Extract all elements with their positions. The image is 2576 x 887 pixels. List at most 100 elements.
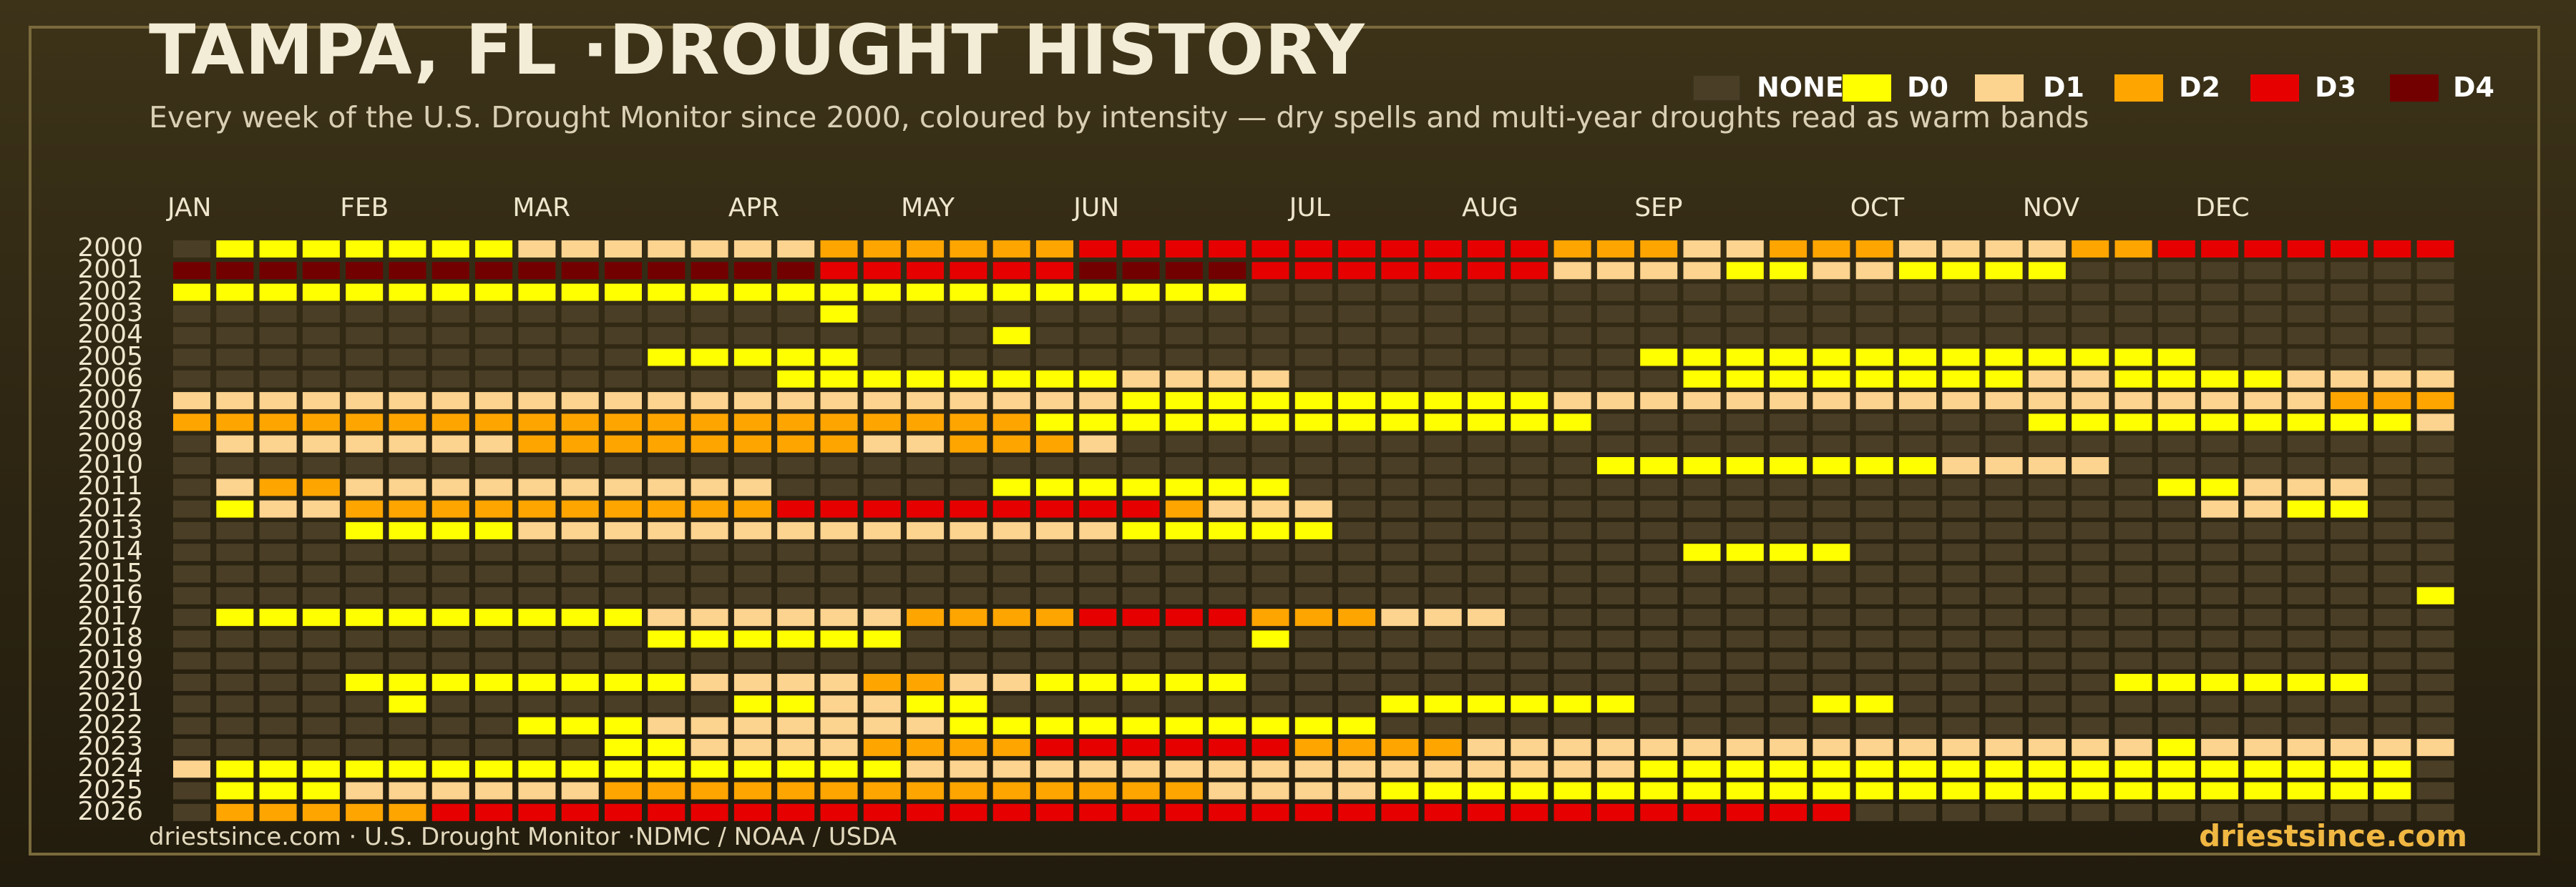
cell-2015-w29 bbox=[1381, 565, 1419, 583]
cell-2018-w9 bbox=[518, 630, 556, 648]
year-label-2002: 2002 bbox=[77, 276, 143, 306]
cell-2021-w27 bbox=[1294, 695, 1332, 713]
cell-2017-w45 bbox=[2072, 609, 2109, 627]
cell-2024-w29 bbox=[1381, 760, 1419, 778]
brand-link[interactable]: driestsince.com bbox=[2199, 818, 2467, 853]
cell-2016-w13 bbox=[691, 587, 728, 604]
cell-2011-w33 bbox=[1553, 479, 1591, 496]
cell-2013-w40 bbox=[1855, 521, 1893, 539]
cell-2026-w10 bbox=[561, 803, 599, 821]
cell-2023-w23 bbox=[1122, 738, 1160, 756]
cell-2014-w40 bbox=[1855, 544, 1893, 562]
cell-2007-w11 bbox=[605, 392, 642, 410]
cell-2026-w51 bbox=[2331, 803, 2368, 821]
cell-2016-w12 bbox=[648, 587, 686, 604]
cell-2003-w53 bbox=[2416, 305, 2454, 323]
cell-2005-w9 bbox=[518, 348, 556, 366]
cell-2026-w9 bbox=[518, 803, 556, 821]
legend-swatch-none bbox=[1692, 74, 1741, 102]
cell-2016-w23 bbox=[1122, 587, 1160, 604]
cell-2007-w25 bbox=[1209, 392, 1246, 410]
cell-2014-w42 bbox=[1942, 544, 1980, 562]
cell-2025-w52 bbox=[2373, 782, 2411, 800]
cell-2011-w11 bbox=[605, 479, 642, 496]
cell-2021-w41 bbox=[1899, 695, 1936, 713]
cell-2018-w26 bbox=[1252, 630, 1289, 648]
year-label-2000: 2000 bbox=[77, 233, 143, 263]
cell-2013-w13 bbox=[691, 521, 728, 539]
cell-2014-w17 bbox=[863, 544, 901, 562]
cell-2017-w11 bbox=[605, 609, 642, 627]
cell-2019-w12 bbox=[648, 652, 686, 670]
cell-2023-w44 bbox=[2028, 738, 2066, 756]
cell-2007-w21 bbox=[1036, 392, 1073, 410]
cell-2006-w6 bbox=[389, 370, 426, 388]
cell-2016-w33 bbox=[1553, 587, 1591, 604]
cell-2018-w17 bbox=[863, 630, 901, 648]
cell-2025-w29 bbox=[1381, 782, 1419, 800]
cell-2010-w32 bbox=[1511, 457, 1548, 474]
cell-2007-w3 bbox=[259, 392, 297, 410]
cell-2019-w31 bbox=[1468, 652, 1505, 670]
cell-2014-w46 bbox=[2114, 544, 2152, 562]
cell-2022-w12 bbox=[648, 717, 686, 735]
cell-2020-w50 bbox=[2287, 674, 2325, 691]
cell-2001-w52 bbox=[2373, 262, 2411, 280]
month-label-dec: DEC bbox=[2195, 193, 2250, 222]
cell-2015-w7 bbox=[431, 565, 469, 583]
cell-2001-w51 bbox=[2331, 262, 2368, 280]
cell-2010-w20 bbox=[992, 457, 1030, 474]
cell-2020-w33 bbox=[1553, 674, 1591, 691]
cell-2003-w12 bbox=[648, 305, 686, 323]
cell-2007-w47 bbox=[2157, 392, 2195, 410]
cell-2022-w5 bbox=[346, 717, 384, 735]
cell-2005-w30 bbox=[1424, 348, 1462, 366]
cell-2018-w47 bbox=[2157, 630, 2195, 648]
cell-2025-w51 bbox=[2331, 782, 2368, 800]
cell-2007-w41 bbox=[1899, 392, 1936, 410]
cell-2004-w7 bbox=[431, 327, 469, 345]
cell-2011-w7 bbox=[431, 479, 469, 496]
cell-2020-w44 bbox=[2028, 674, 2066, 691]
cell-2022-w28 bbox=[1338, 717, 1376, 735]
cell-2015-w43 bbox=[1985, 565, 2023, 583]
cell-2002-w1 bbox=[173, 283, 210, 301]
cell-2022-w17 bbox=[863, 717, 901, 735]
cell-2024-w33 bbox=[1553, 760, 1591, 778]
cell-2024-w4 bbox=[302, 760, 340, 778]
cell-2000-w17 bbox=[863, 240, 901, 258]
cell-2002-w32 bbox=[1511, 283, 1548, 301]
cell-2013-w10 bbox=[561, 521, 599, 539]
cell-2013-w53 bbox=[2416, 521, 2454, 539]
cell-2025-w38 bbox=[1770, 782, 1807, 800]
cell-2005-w21 bbox=[1036, 348, 1073, 366]
cell-2005-w27 bbox=[1294, 348, 1332, 366]
cell-2001-w34 bbox=[1596, 262, 1634, 280]
cell-2003-w24 bbox=[1165, 305, 1203, 323]
cell-2019-w20 bbox=[992, 652, 1030, 670]
cell-2025-w12 bbox=[648, 782, 686, 800]
cell-2006-w50 bbox=[2287, 370, 2325, 388]
cell-2012-w6 bbox=[389, 500, 426, 518]
cell-2020-w36 bbox=[1683, 674, 1721, 691]
cell-2016-w34 bbox=[1596, 587, 1634, 604]
cell-2025-w18 bbox=[907, 782, 945, 800]
cell-2016-w3 bbox=[259, 587, 297, 604]
cell-2012-w52 bbox=[2373, 500, 2411, 518]
cell-2009-w1 bbox=[173, 435, 210, 453]
cell-2001-w50 bbox=[2287, 262, 2325, 280]
cell-2021-w50 bbox=[2287, 695, 2325, 713]
cell-2025-w25 bbox=[1209, 782, 1246, 800]
cell-2024-w41 bbox=[1899, 760, 1936, 778]
cell-2007-w7 bbox=[431, 392, 469, 410]
cell-2004-w47 bbox=[2157, 327, 2195, 345]
cell-2011-w39 bbox=[1813, 479, 1850, 496]
cell-2001-w43 bbox=[1985, 262, 2023, 280]
cell-2008-w41 bbox=[1899, 413, 1936, 431]
cell-2022-w35 bbox=[1640, 717, 1678, 735]
cell-2024-w12 bbox=[648, 760, 686, 778]
cell-2010-w35 bbox=[1640, 457, 1678, 474]
cell-2022-w45 bbox=[2072, 717, 2109, 735]
cell-2022-w51 bbox=[2331, 717, 2368, 735]
cell-2017-w18 bbox=[907, 609, 945, 627]
